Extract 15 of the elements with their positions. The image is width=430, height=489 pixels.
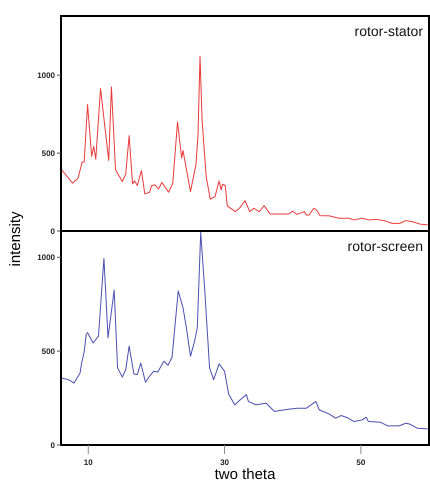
y-tick-label: 500 [42,148,56,158]
x-axis-title: two theta [214,466,276,483]
text: rotor-stator [354,23,424,39]
y-tick-label: 0 [50,440,56,450]
line-series [61,56,428,226]
y-tick-label: 0 [50,226,56,236]
y-tick-label: 500 [42,346,56,356]
line-series [61,232,428,430]
y-tick-label: 1000 [37,253,56,262]
y-tick-label: 1000 [37,71,56,80]
text: rotor-screen [348,238,423,254]
x-tick-label: 50 [356,458,366,467]
x-tick-label: 30 [220,458,230,467]
x-tick-label: 10 [84,458,94,467]
y-axis-title: intensity [7,210,24,267]
